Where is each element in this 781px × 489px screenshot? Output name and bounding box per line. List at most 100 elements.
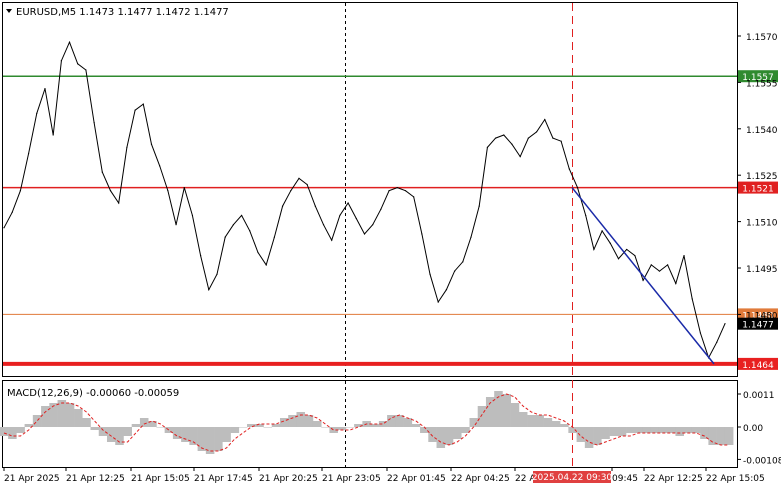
price-point bbox=[363, 233, 366, 235]
macd-histogram-bar bbox=[576, 427, 586, 442]
macd-histogram-bar bbox=[345, 427, 355, 428]
macd-histogram-bar bbox=[8, 427, 17, 439]
time-tick-label: 21 Apr 15:05 bbox=[131, 474, 190, 484]
macd-histogram-bar bbox=[181, 427, 190, 442]
price-point bbox=[322, 224, 325, 226]
macd-histogram-bar bbox=[642, 427, 652, 433]
time-tick-label: 22 Apr 01:45 bbox=[387, 474, 446, 484]
macd-histogram-bar bbox=[527, 415, 536, 427]
macd-histogram-bar bbox=[477, 406, 487, 427]
price-point bbox=[36, 112, 38, 114]
time-tick-label: 22 Apr 04:25 bbox=[451, 474, 510, 484]
price-point bbox=[183, 186, 185, 189]
price-point bbox=[298, 177, 300, 179]
macd-histogram-bar bbox=[387, 415, 396, 427]
macd-histogram-bar bbox=[667, 427, 676, 433]
level-tag-bg bbox=[738, 308, 778, 321]
price-point bbox=[683, 255, 685, 257]
macd-histogram-bar bbox=[601, 427, 610, 439]
price-point bbox=[560, 140, 562, 142]
price-point bbox=[339, 214, 341, 217]
price-point bbox=[159, 165, 161, 167]
price-point bbox=[232, 224, 235, 226]
time-tick-label: 22 Apr 12:25 bbox=[644, 474, 703, 484]
macd-histogram-bar bbox=[74, 409, 83, 427]
macd-title: MACD(12,26,9) -0.00060 -0.00059 bbox=[7, 388, 179, 399]
price-point bbox=[347, 202, 349, 204]
macd-histogram-bar bbox=[279, 418, 289, 427]
time-marker-tag: 2025.04.22 09:30 bbox=[532, 471, 612, 483]
price-point bbox=[388, 190, 390, 192]
last-price-tag-label: 1.1477 bbox=[742, 321, 774, 331]
price-point bbox=[445, 289, 448, 291]
price-point bbox=[224, 236, 226, 238]
level-price-tag: 1.1557 bbox=[738, 70, 778, 83]
time-tick-label: 21 Apr 12:25 bbox=[66, 474, 125, 484]
main-plot-frame bbox=[2, 2, 738, 377]
price-tick-label: 1.1555 bbox=[746, 79, 778, 89]
price-point bbox=[716, 341, 718, 343]
price-point bbox=[601, 230, 603, 232]
price-point bbox=[593, 248, 595, 251]
price-point bbox=[77, 63, 79, 65]
price-point bbox=[470, 236, 472, 238]
macd-histogram-bar bbox=[247, 424, 256, 427]
price-point bbox=[454, 270, 456, 272]
price-point bbox=[52, 134, 54, 136]
macd-histogram-bar bbox=[90, 427, 100, 430]
macd-histogram-bar bbox=[255, 424, 264, 427]
macd-histogram-bar bbox=[551, 421, 561, 427]
macd-histogram-bar bbox=[395, 415, 404, 427]
macd-histogram-bar bbox=[16, 427, 25, 433]
chevron-down-icon[interactable] bbox=[6, 9, 12, 13]
price-point bbox=[634, 255, 636, 257]
macd-histogram-bar bbox=[321, 427, 330, 428]
macd-histogram-bar bbox=[0, 427, 9, 436]
macd-histogram-bar bbox=[238, 427, 248, 428]
price-point bbox=[281, 205, 284, 207]
price-point bbox=[691, 298, 693, 300]
price-point bbox=[421, 233, 423, 235]
price-point bbox=[437, 301, 439, 303]
macd-histogram-bar bbox=[626, 427, 635, 433]
macd-histogram-bar bbox=[543, 418, 553, 427]
time-tick-label: 22 A bbox=[515, 474, 536, 484]
macd-histogram-bar bbox=[139, 418, 149, 427]
macd-histogram-bar bbox=[518, 412, 528, 427]
price-point bbox=[396, 186, 398, 189]
macd-histogram-bar bbox=[584, 427, 594, 448]
macd-histogram-bar bbox=[164, 427, 174, 433]
price-tick-label: 1.1570 bbox=[746, 33, 778, 43]
macd-histogram-bar bbox=[288, 415, 297, 427]
time-tick-label: 21 Apr 20:25 bbox=[259, 474, 318, 484]
macd-histogram-bar bbox=[453, 427, 462, 439]
macd-histogram-bar bbox=[444, 427, 454, 445]
price-point bbox=[527, 137, 529, 139]
price-point bbox=[355, 217, 357, 220]
price-point bbox=[85, 69, 87, 71]
level-tag-bg bbox=[738, 357, 778, 370]
macd-histogram-bar bbox=[724, 427, 734, 445]
macd-histogram-bar bbox=[535, 415, 544, 427]
price-point bbox=[667, 264, 669, 266]
macd-histogram-bar bbox=[115, 427, 124, 445]
macd-histogram-bar bbox=[469, 418, 479, 427]
price-point bbox=[27, 152, 30, 155]
macd-histogram-bar bbox=[510, 403, 520, 427]
macd-tick-label: -0.00108 bbox=[743, 456, 781, 466]
trend-line[interactable] bbox=[571, 187, 715, 365]
price-point bbox=[511, 143, 513, 145]
macd-histogram-bar bbox=[32, 415, 42, 427]
price-point bbox=[494, 137, 497, 139]
price-tick-label: 1.1495 bbox=[746, 265, 778, 275]
price-point bbox=[404, 190, 407, 192]
price-point bbox=[306, 183, 308, 186]
price-point bbox=[658, 270, 661, 272]
macd-histogram-bar bbox=[428, 427, 437, 442]
macd-histogram-bar bbox=[312, 421, 322, 427]
macd-histogram-bar bbox=[716, 427, 726, 445]
price-point bbox=[535, 131, 538, 133]
macd-histogram-bar bbox=[485, 397, 495, 427]
macd-histogram-bar bbox=[461, 427, 470, 433]
macd-histogram-bar bbox=[634, 427, 643, 433]
